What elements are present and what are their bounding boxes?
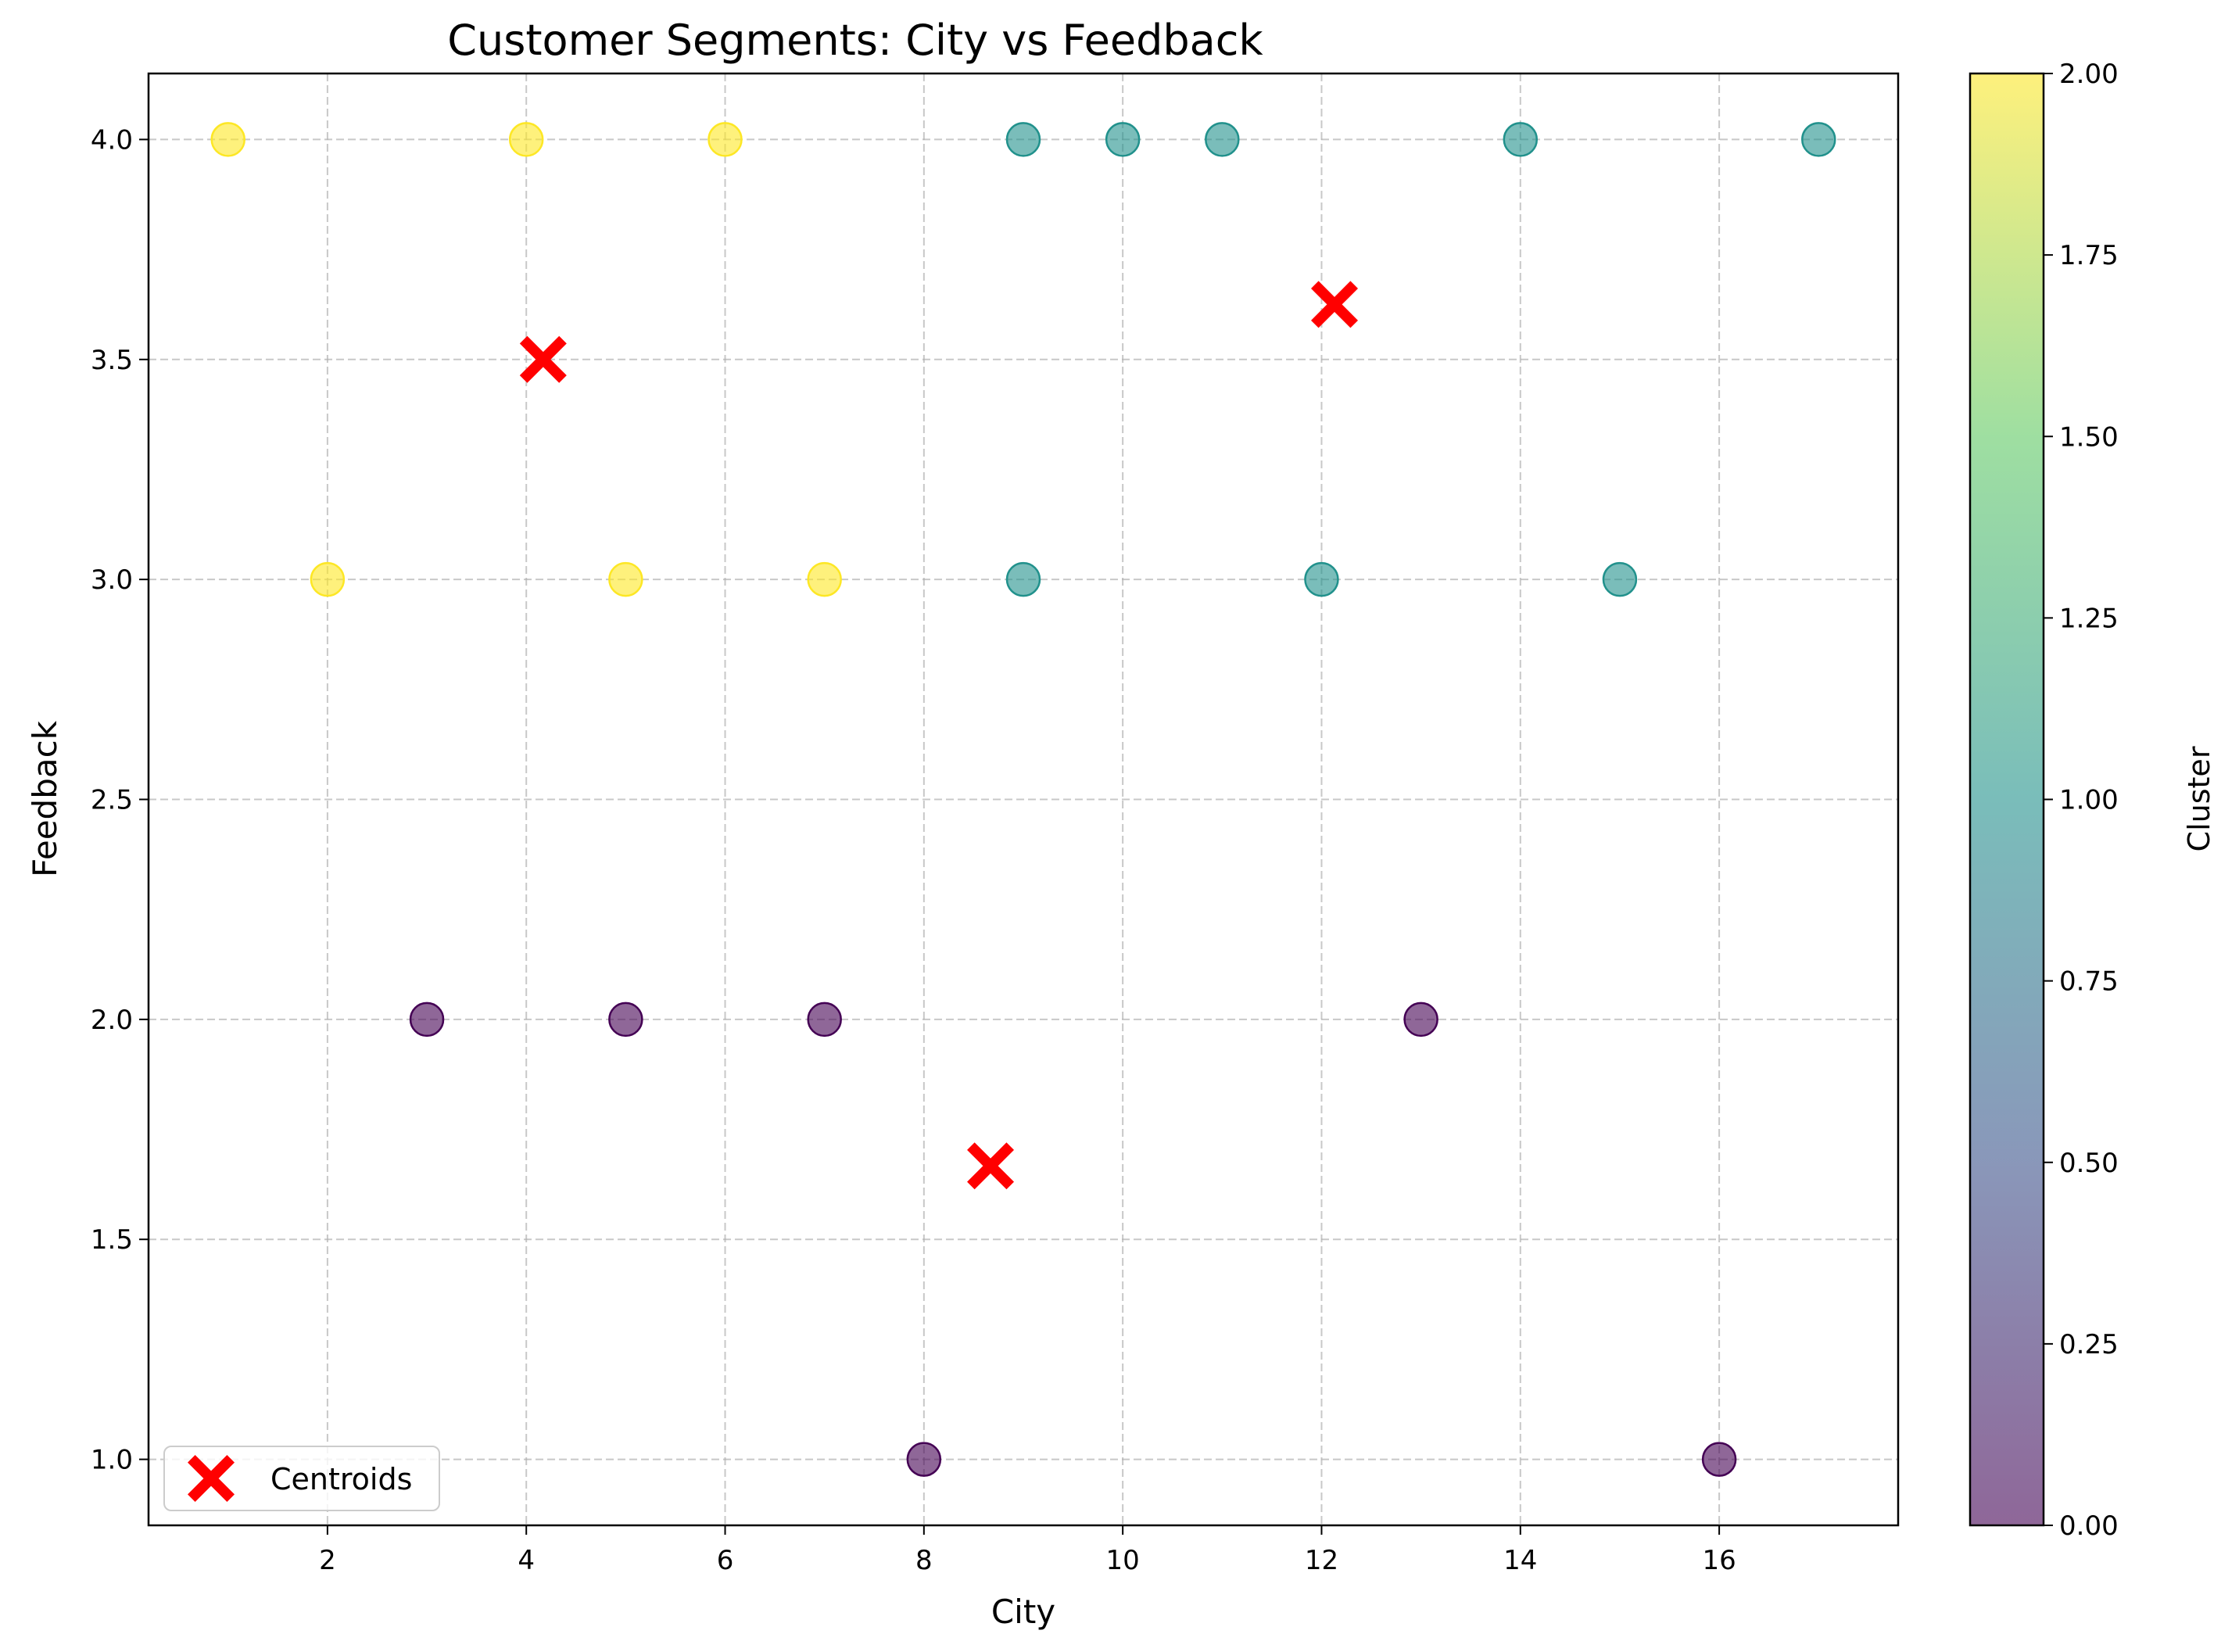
colorbar-tick-label: 0.50	[2059, 1148, 2119, 1179]
data-point	[1105, 122, 1141, 157]
legend-label: Centroids	[270, 1462, 412, 1496]
legend: Centroids	[163, 1446, 440, 1511]
y-axis-ticks: 1.0 1.5 2.0 2.5 3.0 3.5 4.0	[91, 124, 149, 1476]
colorbar-gradient	[1969, 72, 2045, 1527]
chart-title: Customer Segments: City vs Feedback	[447, 16, 1263, 65]
data-point	[807, 1002, 842, 1037]
colorbar-tick-label: 0.75	[2059, 966, 2119, 998]
colorbar-ticks: 0.00 0.25 0.50 0.75 1.00 1.25 1.50 1.75 2.00	[2044, 59, 2119, 1542]
y-tick-label: 3.0	[91, 564, 133, 596]
colorbar-tick-label: 0.25	[2059, 1329, 2119, 1360]
data-point	[1005, 122, 1041, 157]
data-point	[807, 561, 842, 597]
colorbar-tick-label: 1.25	[2059, 603, 2119, 634]
x-tick-label: 16	[1702, 1545, 1736, 1576]
centroid-markers	[519, 281, 1359, 1190]
grid-lines	[149, 73, 1898, 1525]
data-point	[1403, 1002, 1438, 1037]
y-tick-label: 3.5	[91, 345, 133, 376]
colorbar-tick-label: 0.00	[2059, 1510, 2119, 1542]
data-point	[210, 122, 245, 157]
colorbar-tick-label: 1.50	[2059, 421, 2119, 453]
y-tick-label: 4.0	[91, 124, 133, 156]
data-point	[906, 1442, 942, 1477]
x-tick-label: 6	[717, 1545, 734, 1576]
data-point	[1801, 122, 1836, 157]
y-axis-label: Feedback	[26, 720, 64, 877]
colorbar-tick-label: 1.75	[2059, 240, 2119, 271]
data-point	[1503, 122, 1539, 157]
y-tick-label: 2.0	[91, 1005, 133, 1036]
y-tick-label: 1.5	[91, 1224, 133, 1256]
legend-centroid-marker	[188, 1455, 235, 1502]
x-tick-label: 10	[1106, 1545, 1140, 1576]
data-points	[210, 122, 1836, 1477]
colorbar: 0.00 0.25 0.50 0.75 1.00 1.25 1.50 1.75 2.00 Clu…	[1969, 59, 2216, 1542]
data-point	[508, 122, 544, 157]
legend-centroid-icon	[188, 1455, 235, 1502]
x-tick-label: 4	[518, 1545, 535, 1576]
data-point	[409, 1002, 445, 1037]
colorbar-tick-label: 1.00	[2059, 785, 2119, 816]
x-tick-label: 8	[915, 1545, 933, 1576]
x-tick-label: 14	[1503, 1545, 1537, 1576]
centroid-marker	[967, 1142, 1015, 1190]
data-point	[1602, 561, 1638, 597]
data-point	[1005, 561, 1041, 597]
x-tick-label: 2	[319, 1545, 336, 1576]
x-tick-label: 12	[1305, 1545, 1338, 1576]
data-point	[1205, 122, 1240, 157]
data-point	[310, 561, 346, 597]
y-tick-label: 1.0	[91, 1445, 133, 1476]
centroid-marker	[1311, 281, 1359, 328]
data-point	[1701, 1442, 1737, 1477]
data-point	[708, 122, 743, 157]
colorbar-label: Cluster	[2182, 746, 2216, 851]
data-point	[608, 1002, 643, 1037]
centroid-marker	[519, 335, 567, 383]
x-axis-ticks: 2 4 6 8 10 12 14 16	[319, 1525, 1736, 1576]
x-axis-label: City	[991, 1593, 1055, 1631]
data-point	[608, 561, 643, 597]
y-tick-label: 2.5	[91, 785, 133, 816]
colorbar-tick-label: 2.00	[2059, 59, 2119, 90]
data-point	[1304, 561, 1339, 597]
